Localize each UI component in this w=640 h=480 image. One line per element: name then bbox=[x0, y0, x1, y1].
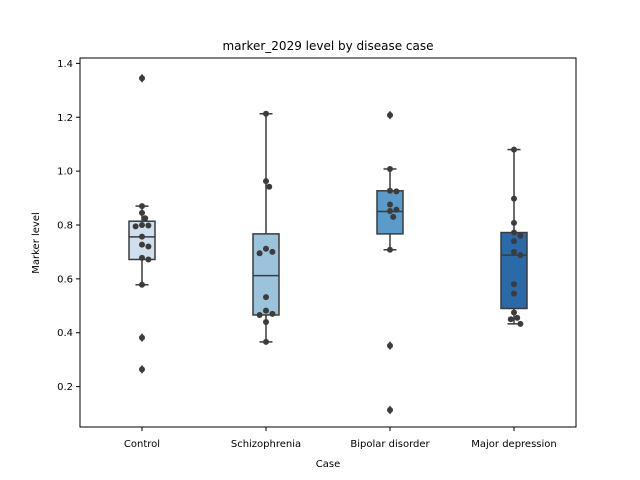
data-point bbox=[269, 310, 276, 317]
data-point bbox=[393, 206, 400, 213]
data-point bbox=[139, 254, 145, 261]
data-point bbox=[139, 203, 145, 210]
data-point bbox=[511, 248, 517, 255]
data-point bbox=[387, 201, 393, 208]
data-point bbox=[139, 233, 145, 240]
data-point bbox=[263, 245, 269, 252]
data-point bbox=[511, 219, 517, 226]
y-tick-label: 1.4 bbox=[57, 59, 73, 70]
data-point bbox=[387, 246, 393, 253]
data-point bbox=[517, 232, 524, 239]
data-point bbox=[517, 252, 524, 259]
chart-title: marker_2029 level by disease case bbox=[222, 39, 433, 53]
data-point bbox=[517, 320, 524, 327]
data-point bbox=[263, 294, 269, 301]
data-point bbox=[263, 178, 269, 185]
y-tick-label: 0.8 bbox=[57, 220, 73, 231]
plot-frame bbox=[79, 57, 577, 428]
x-tick-label: Bipolar disorder bbox=[350, 439, 430, 450]
data-point bbox=[139, 221, 145, 228]
data-point bbox=[387, 112, 393, 119]
data-point bbox=[511, 229, 517, 236]
data-point bbox=[387, 207, 393, 214]
data-point bbox=[269, 248, 276, 255]
data-point bbox=[511, 146, 517, 153]
points-layer bbox=[132, 75, 524, 414]
data-point bbox=[511, 195, 517, 202]
data-point bbox=[514, 314, 521, 321]
data-point bbox=[507, 316, 514, 323]
data-point bbox=[393, 188, 400, 195]
data-point bbox=[263, 110, 269, 117]
data-point bbox=[139, 75, 145, 82]
data-point bbox=[511, 290, 517, 297]
data-point bbox=[132, 223, 139, 230]
data-point bbox=[142, 215, 149, 222]
data-point bbox=[511, 238, 517, 245]
x-axis-label: Case bbox=[316, 459, 340, 470]
data-point bbox=[139, 241, 145, 248]
data-point bbox=[387, 407, 393, 414]
data-point bbox=[256, 311, 263, 318]
data-point bbox=[263, 307, 269, 314]
y-axis: 0.2 0.4 0.6 0.8 1.0 1.2 1.4 bbox=[57, 59, 80, 393]
y-axis-label: Marker level bbox=[31, 212, 42, 274]
data-point bbox=[145, 222, 152, 229]
data-point bbox=[390, 213, 397, 220]
data-point bbox=[139, 334, 145, 341]
y-tick-label: 1.0 bbox=[57, 167, 73, 178]
data-point bbox=[145, 256, 152, 263]
data-point bbox=[387, 342, 393, 349]
y-tick-label: 0.6 bbox=[57, 274, 73, 285]
data-point bbox=[387, 187, 393, 194]
data-point bbox=[387, 165, 393, 172]
data-point bbox=[266, 183, 273, 190]
x-axis: Control Schizophrenia Bipolar disorder Majo… bbox=[124, 427, 557, 450]
y-tick-label: 0.4 bbox=[57, 328, 73, 339]
data-point bbox=[263, 318, 269, 325]
x-tick-label: Major depression bbox=[471, 439, 557, 450]
y-tick-label: 0.2 bbox=[57, 382, 73, 393]
data-point bbox=[139, 281, 145, 288]
data-point bbox=[139, 209, 145, 216]
data-point bbox=[511, 309, 517, 316]
data-point bbox=[511, 281, 517, 288]
x-tick-label: Control bbox=[124, 439, 160, 450]
data-point bbox=[139, 366, 145, 373]
x-tick-label: Schizophrenia bbox=[231, 439, 301, 450]
data-point bbox=[263, 338, 269, 345]
data-point bbox=[145, 243, 152, 250]
data-point bbox=[256, 250, 263, 257]
y-tick-label: 1.2 bbox=[57, 113, 73, 124]
